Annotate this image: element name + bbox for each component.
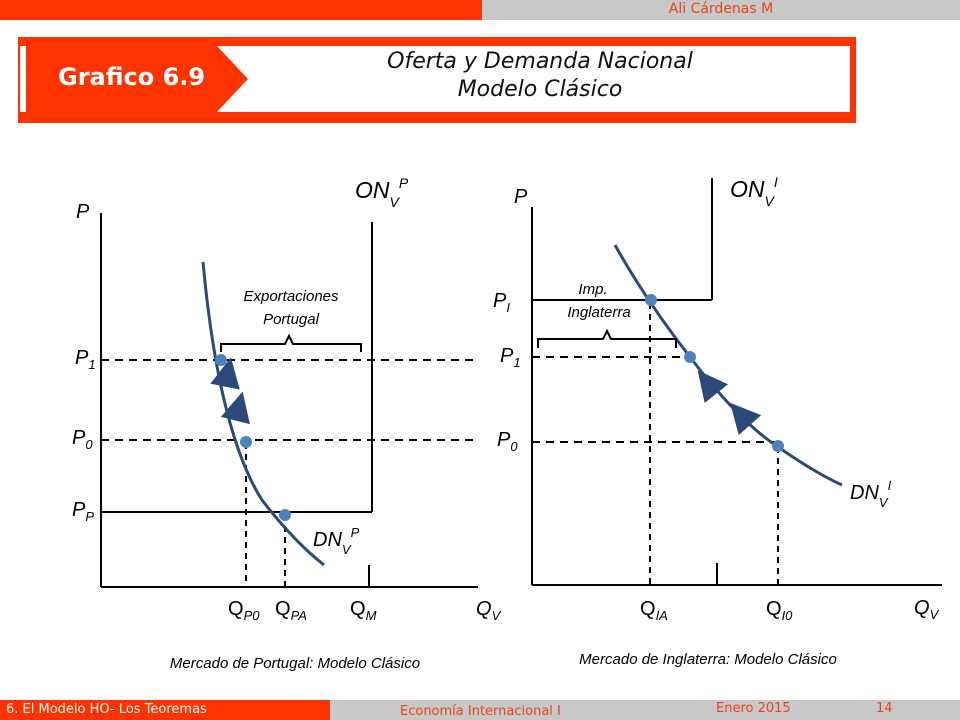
right-supply-label: ONVI <box>730 174 778 209</box>
left-x-axis-label: QV <box>476 598 502 623</box>
top-bar-red <box>0 0 482 20</box>
left-point-p0 <box>240 436 252 448</box>
left-point-p1 <box>215 354 227 366</box>
right-quantity-qia: QIA <box>640 598 668 623</box>
right-point-p1 <box>684 351 696 363</box>
footer-section-title: 6. El Modelo HO- Los Teoremas <box>6 702 207 717</box>
right-price-p1: P1 <box>500 345 521 370</box>
left-price-pp: PP <box>72 499 94 524</box>
right-price-pi: PI <box>493 290 510 315</box>
portugal-panel: P QV ONVP DNVP P1 P0 PP QP0 QPA QM Expor… <box>72 175 502 672</box>
footer-bar-red <box>0 700 330 720</box>
footer-bar-gray <box>330 700 960 720</box>
left-brace-label-1: Exportaciones <box>243 288 339 305</box>
title-line-1: Oferta y Demanda Nacional <box>387 49 693 74</box>
right-brace-label-2: Inglaterra <box>567 304 630 321</box>
left-y-axis-label: P <box>76 201 90 223</box>
left-demand-label: DNVP <box>313 525 360 557</box>
left-arrow-upper-icon <box>210 357 240 390</box>
right-brace-label-1: Imp. <box>578 281 607 298</box>
right-arrow-lower-icon <box>730 402 762 436</box>
right-price-p0: P0 <box>497 429 518 454</box>
right-point-pi <box>645 294 657 306</box>
left-demand-curve <box>201 261 325 567</box>
right-quantity-qi0: QI0 <box>766 598 793 623</box>
left-quantity-qm: QM <box>350 598 377 623</box>
inglaterra-panel: P QV ONVI DNVI PI P1 P0 QIA QI0 Imp. Ing… <box>493 174 942 668</box>
left-price-p1: P1 <box>75 347 96 372</box>
slide-title: Oferta y Demanda Nacional Modelo Clásico <box>300 48 780 104</box>
right-caption: Mercado de Inglaterra: Modelo Clásico <box>579 651 837 668</box>
right-y-axis-label: P <box>514 186 528 208</box>
left-point-pp <box>279 509 291 521</box>
left-brace-label-2: Portugal <box>263 311 320 328</box>
author-name: Ali Cárdenas M <box>668 1 774 17</box>
right-demand-label: DNVI <box>850 478 892 510</box>
left-price-p0: P0 <box>72 427 93 452</box>
footer-date: Enero 2015 <box>716 701 791 716</box>
right-import-brace <box>537 328 677 348</box>
left-caption: Mercado de Portugal: Modelo Clásico <box>170 655 420 672</box>
chart-tag-label: Grafico 6.9 <box>58 63 206 91</box>
footer-page-number: 14 <box>876 701 893 716</box>
right-point-p0 <box>772 440 784 452</box>
left-quantity-qpa: QPA <box>275 598 307 623</box>
right-arrow-upper-icon <box>697 370 729 404</box>
chart-tag-shape <box>26 46 248 112</box>
title-line-2: Modelo Clásico <box>457 77 623 102</box>
left-quantity-qp0: QP0 <box>228 598 260 623</box>
left-export-brace <box>220 333 362 352</box>
top-bar-gray <box>482 0 960 20</box>
footer-course-name: Economía Internacional I <box>400 704 561 719</box>
right-x-axis-label: QV <box>914 597 940 622</box>
left-arrow-lower-icon <box>220 391 250 425</box>
left-supply-label: ONVP <box>355 175 409 210</box>
